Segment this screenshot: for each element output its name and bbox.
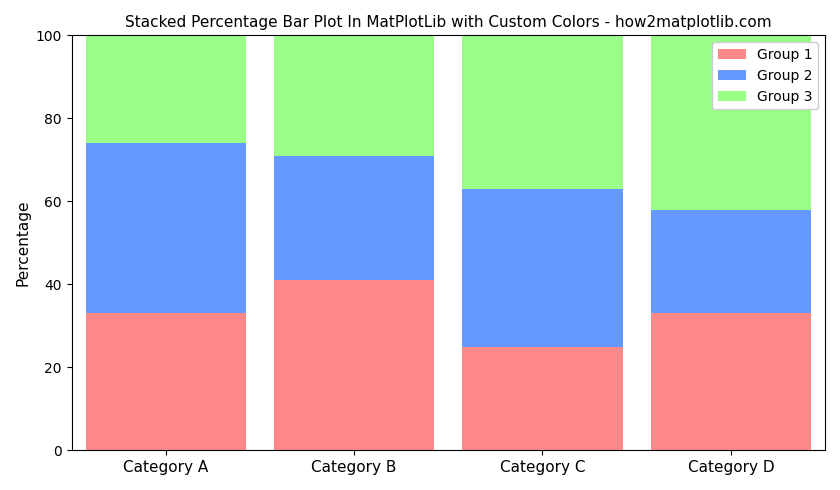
Bar bbox=[274, 156, 434, 280]
Bar bbox=[86, 35, 246, 143]
Legend: Group 1, Group 2, Group 3: Group 1, Group 2, Group 3 bbox=[712, 42, 818, 109]
Bar bbox=[651, 35, 811, 210]
Bar bbox=[463, 35, 622, 189]
Bar bbox=[651, 313, 811, 450]
Bar bbox=[86, 143, 246, 313]
Bar bbox=[274, 35, 434, 156]
Bar bbox=[463, 189, 622, 346]
Bar bbox=[86, 313, 246, 450]
Bar bbox=[651, 210, 811, 313]
Y-axis label: Percentage: Percentage bbox=[15, 199, 30, 286]
Bar bbox=[274, 280, 434, 450]
Bar bbox=[463, 346, 622, 450]
Title: Stacked Percentage Bar Plot In MatPlotLib with Custom Colors - how2matplotlib.co: Stacked Percentage Bar Plot In MatPlotLi… bbox=[125, 15, 772, 30]
